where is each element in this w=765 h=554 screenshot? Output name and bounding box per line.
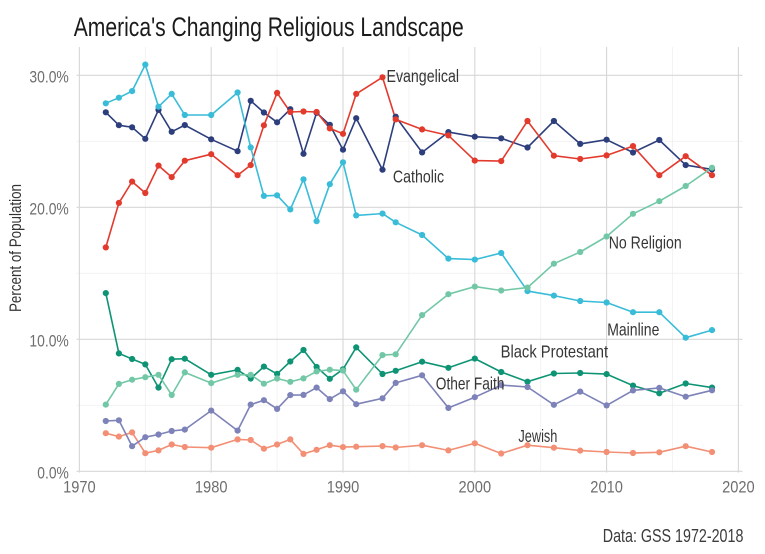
svg-text:Jewish: Jewish xyxy=(518,426,557,446)
svg-text:2000: 2000 xyxy=(459,477,492,496)
svg-text:2020: 2020 xyxy=(722,477,755,496)
svg-text:Mainline: Mainline xyxy=(607,320,659,340)
svg-text:Data: GSS 1972-2018: Data: GSS 1972-2018 xyxy=(603,526,744,546)
svg-text:0.0%: 0.0% xyxy=(37,464,69,483)
svg-text:1970: 1970 xyxy=(63,477,96,496)
svg-text:1990: 1990 xyxy=(327,477,360,496)
svg-text:2010: 2010 xyxy=(590,477,623,496)
svg-text:No Religion: No Religion xyxy=(609,233,682,253)
svg-text:Black Protestant: Black Protestant xyxy=(501,342,609,362)
svg-text:20.0%: 20.0% xyxy=(29,200,68,219)
svg-text:Percent of Population: Percent of Population xyxy=(7,184,25,312)
svg-text:30.0%: 30.0% xyxy=(29,68,68,87)
svg-text:1980: 1980 xyxy=(195,477,228,496)
svg-text:Evangelical: Evangelical xyxy=(387,66,460,86)
svg-text:America's Changing Religious L: America's Changing Religious Landscape xyxy=(74,12,464,42)
svg-text:10.0%: 10.0% xyxy=(29,332,68,351)
svg-text:Other Faith: Other Faith xyxy=(436,374,505,394)
svg-text:Catholic: Catholic xyxy=(393,167,444,187)
